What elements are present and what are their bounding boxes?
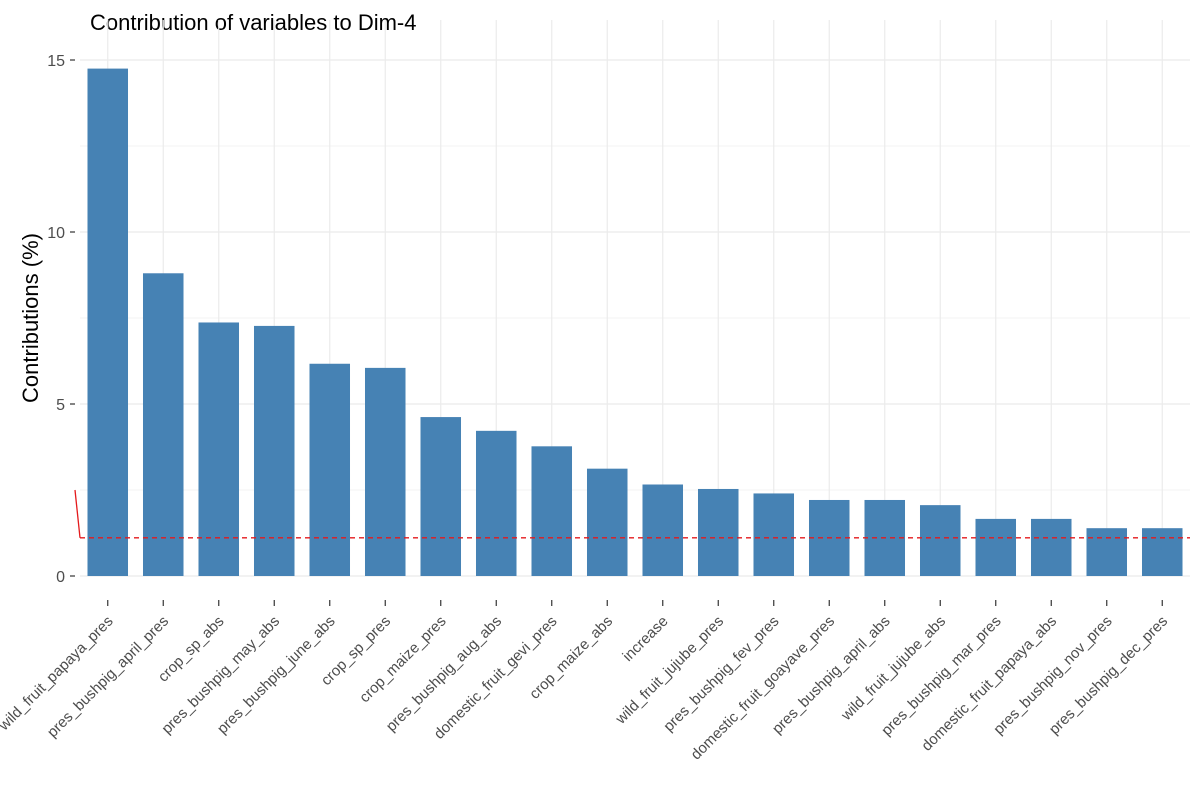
- bar: [1086, 528, 1128, 576]
- x-axis: wild_fruit_papaya_prespres_bushpig_april…: [0, 600, 1171, 763]
- bar: [475, 430, 517, 576]
- bar: [87, 68, 129, 576]
- bar: [531, 446, 573, 576]
- bar: [975, 518, 1017, 576]
- y-axis-title: Contributions (%): [18, 233, 43, 403]
- bars: [87, 68, 1183, 576]
- x-tick-label: wild_fruit_jujube_abs: [837, 613, 949, 725]
- bar: [420, 417, 462, 576]
- bar: [253, 325, 295, 576]
- elbow-line-segment: [74, 489, 81, 538]
- bar: [919, 505, 961, 576]
- bar: [697, 488, 739, 576]
- y-tick-label: 15: [47, 53, 65, 70]
- bar: [198, 322, 240, 576]
- bar: [753, 493, 795, 576]
- bar: [642, 484, 684, 576]
- x-tick-label: wild_fruit_jujube_pres: [612, 613, 727, 728]
- y-axis: 0 5 10 15: [47, 53, 75, 586]
- bar: [1030, 518, 1072, 576]
- grid-lines: [80, 20, 1190, 577]
- x-tick-label: increase: [619, 613, 671, 665]
- y-tick-label: 0: [56, 569, 65, 586]
- bar: [364, 367, 406, 576]
- reference-line-group: [74, 489, 1190, 539]
- y-tick-label: 10: [47, 225, 65, 242]
- chart-title: Contribution of variables to Dim-4: [90, 10, 416, 35]
- y-tick-label: 5: [56, 397, 65, 414]
- bar: [586, 468, 628, 576]
- bar: [309, 363, 351, 576]
- bar: [142, 273, 184, 576]
- bar: [1141, 528, 1183, 576]
